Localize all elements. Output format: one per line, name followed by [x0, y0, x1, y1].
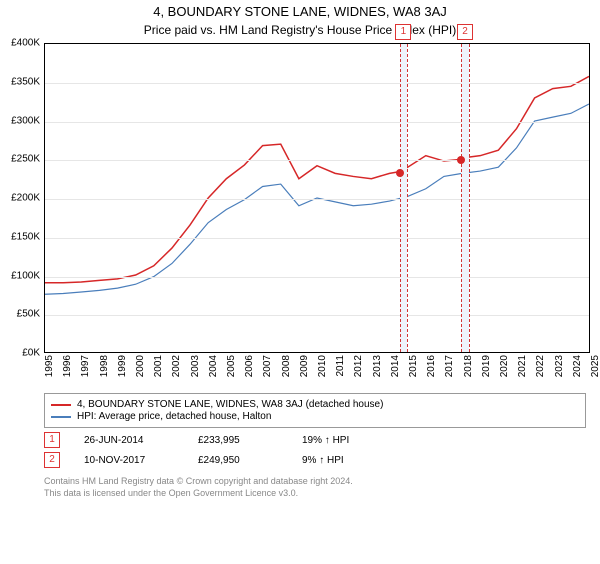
x-tick-label: 2024 — [572, 355, 583, 377]
x-tick-label: 2013 — [372, 355, 383, 377]
x-tick-label: 2012 — [353, 355, 364, 377]
x-tick-label: 2004 — [208, 355, 219, 377]
event-row: 2 10-NOV-2017 £249,950 9% ↑ HPI — [44, 452, 586, 468]
legend-swatch — [51, 404, 71, 406]
chart-subtitle: Price paid vs. HM Land Registry's House … — [0, 23, 600, 37]
x-tick-label: 2021 — [517, 355, 528, 377]
x-tick-label: 2022 — [535, 355, 546, 377]
x-tick-label: 2003 — [190, 355, 201, 377]
event-price: £249,950 — [198, 455, 278, 466]
y-tick-label: £200K — [11, 193, 40, 204]
event-marker: 1 — [44, 432, 60, 448]
y-tick-label: £150K — [11, 231, 40, 242]
x-tick-label: 1997 — [80, 355, 91, 377]
x-tick-label: 1998 — [99, 355, 110, 377]
x-tick-label: 2015 — [408, 355, 419, 377]
legend-swatch — [51, 416, 71, 418]
event-marker: 2 — [44, 452, 60, 468]
band-label: 1 — [395, 24, 411, 40]
y-tick-label: £50K — [17, 309, 40, 320]
chart-container: 4, BOUNDARY STONE LANE, WIDNES, WA8 3AJ … — [0, 4, 600, 564]
x-tick-label: 2011 — [335, 355, 346, 377]
footer-line: This data is licensed under the Open Gov… — [44, 488, 586, 500]
x-tick-label: 2000 — [135, 355, 146, 377]
y-tick-label: £400K — [11, 38, 40, 49]
legend: 4, BOUNDARY STONE LANE, WIDNES, WA8 3AJ … — [44, 393, 586, 428]
x-tick-label: 2006 — [244, 355, 255, 377]
chart-wrap: 12 £0K£50K£100K£150K£200K£250K£300K£350K… — [44, 43, 590, 383]
x-tick-label: 2001 — [153, 355, 164, 377]
event-delta: 19% ↑ HPI — [302, 435, 349, 446]
chart-lines — [45, 44, 589, 352]
legend-label: 4, BOUNDARY STONE LANE, WIDNES, WA8 3AJ … — [77, 399, 383, 410]
legend-item: HPI: Average price, detached house, Halt… — [51, 411, 579, 422]
y-tick-label: £100K — [11, 270, 40, 281]
x-tick-label: 2005 — [226, 355, 237, 377]
y-tick-label: £300K — [11, 115, 40, 126]
x-tick-label: 2016 — [426, 355, 437, 377]
plot-area: 12 — [44, 43, 590, 353]
event-delta: 9% ↑ HPI — [302, 455, 344, 466]
events-table: 1 26-JUN-2014 £233,995 19% ↑ HPI 2 10-NO… — [44, 432, 586, 468]
event-date: 10-NOV-2017 — [84, 455, 174, 466]
x-tick-label: 2002 — [171, 355, 182, 377]
x-tick-label: 2008 — [281, 355, 292, 377]
x-tick-label: 2017 — [444, 355, 455, 377]
y-tick-label: £250K — [11, 154, 40, 165]
x-tick-label: 1995 — [44, 355, 55, 377]
x-tick-label: 1999 — [117, 355, 128, 377]
price-marker — [396, 169, 404, 177]
footer-line: Contains HM Land Registry data © Crown c… — [44, 476, 586, 488]
x-tick-label: 2019 — [481, 355, 492, 377]
band-label: 2 — [457, 24, 473, 40]
x-tick-label: 2014 — [390, 355, 401, 377]
x-tick-label: 2023 — [554, 355, 565, 377]
x-tick-label: 2009 — [299, 355, 310, 377]
event-row: 1 26-JUN-2014 £233,995 19% ↑ HPI — [44, 432, 586, 448]
chart-title: 4, BOUNDARY STONE LANE, WIDNES, WA8 3AJ — [0, 4, 600, 19]
legend-item: 4, BOUNDARY STONE LANE, WIDNES, WA8 3AJ … — [51, 399, 579, 410]
y-tick-label: £0K — [22, 348, 40, 359]
x-tick-label: 2025 — [590, 355, 600, 377]
y-tick-label: £350K — [11, 76, 40, 87]
event-date: 26-JUN-2014 — [84, 435, 174, 446]
price-marker — [457, 156, 465, 164]
x-tick-label: 2018 — [463, 355, 474, 377]
x-tick-label: 1996 — [62, 355, 73, 377]
x-tick-label: 2010 — [317, 355, 328, 377]
legend-label: HPI: Average price, detached house, Halt… — [77, 411, 271, 422]
x-tick-label: 2007 — [262, 355, 273, 377]
event-price: £233,995 — [198, 435, 278, 446]
footer: Contains HM Land Registry data © Crown c… — [44, 476, 586, 499]
x-tick-label: 2020 — [499, 355, 510, 377]
